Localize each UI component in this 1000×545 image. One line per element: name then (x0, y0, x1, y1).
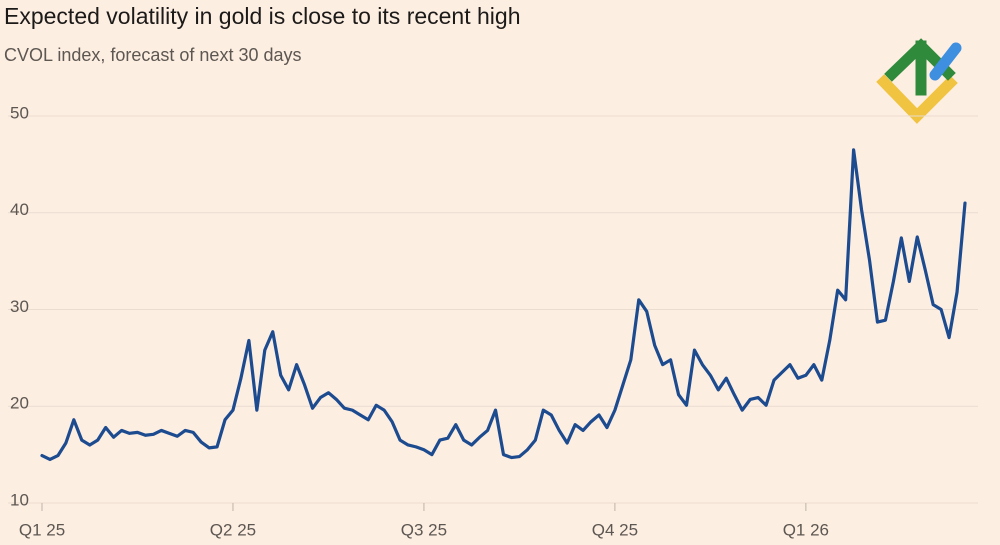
y-tick-label: 10 (10, 490, 29, 509)
logo (876, 38, 962, 124)
y-tick-label: 30 (10, 297, 29, 316)
y-tick-label: 40 (10, 200, 29, 219)
x-tick-label: Q4 25 (592, 520, 638, 539)
x-tick-label: Q1 25 (19, 520, 65, 539)
chart-title: Expected volatility in gold is close to … (4, 3, 521, 29)
line (40, 148, 967, 462)
x-tick-label: Q2 25 (210, 520, 256, 539)
y-tick-label: 50 (10, 103, 29, 122)
y-tick-label: 20 (10, 394, 29, 413)
chart-subtitle: CVOL index, forecast of next 30 days (4, 45, 302, 65)
x-tick-label: Q1 26 (783, 520, 829, 539)
x-tick-label: Q3 25 (401, 520, 447, 539)
